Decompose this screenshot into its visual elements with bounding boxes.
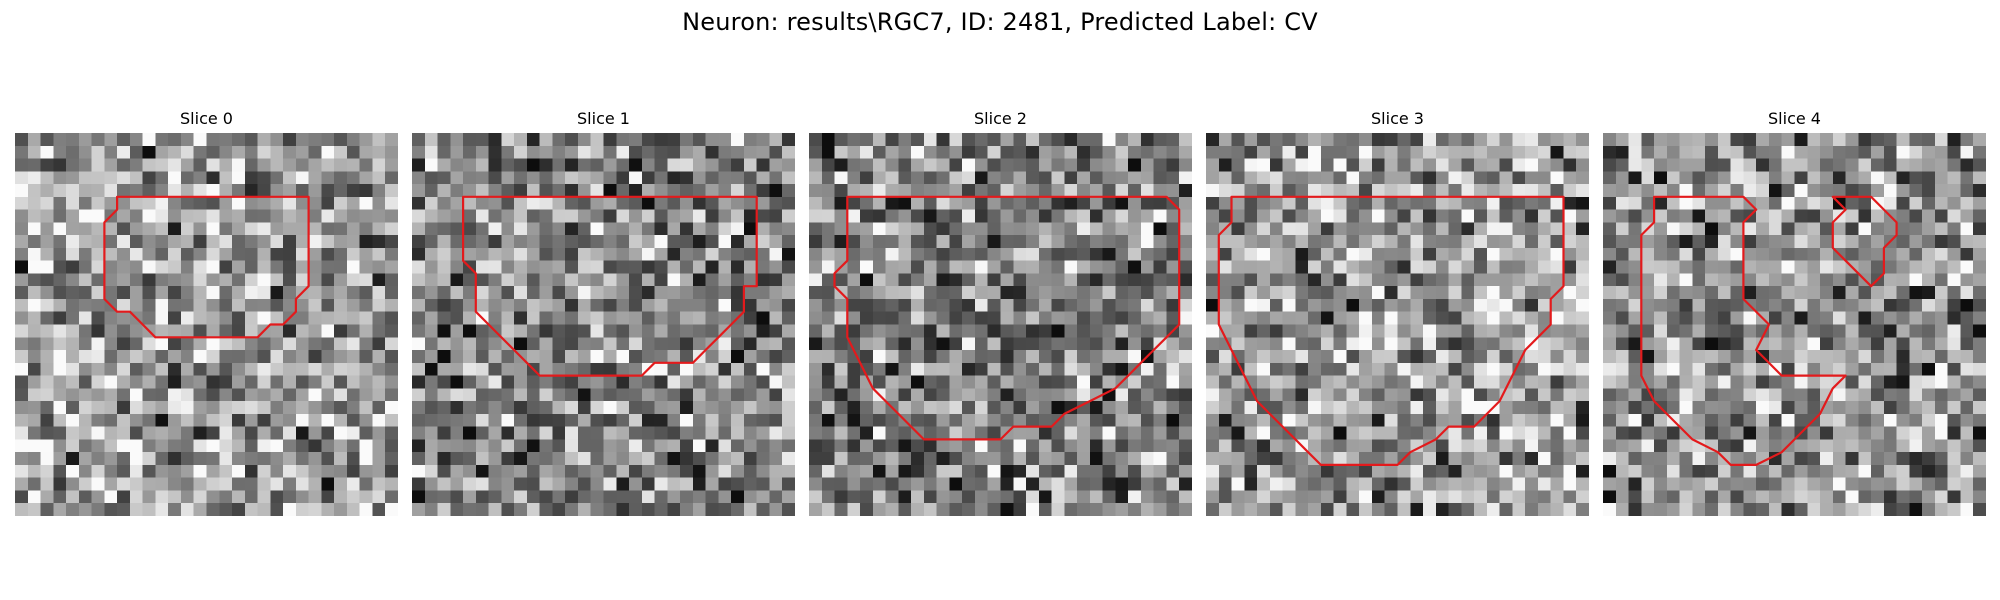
slice-title: Slice 2 — [974, 109, 1027, 128]
cell-contour — [1217, 195, 1565, 466]
pixel-grid — [15, 133, 398, 516]
cell-contour — [1831, 195, 1898, 288]
slice-image — [1206, 133, 1589, 516]
slice-panel: Slice 4 — [1603, 108, 1986, 516]
slice-panel: Slice 2 — [809, 108, 1192, 516]
slice-image — [809, 133, 1192, 516]
slice-image — [15, 133, 398, 516]
cell-contour — [461, 195, 758, 377]
cell-contour — [103, 195, 310, 339]
slice-title: Slice 0 — [180, 109, 233, 128]
slice-panel: Slice 3 — [1206, 108, 1589, 516]
slice-panel: Slice 0 — [15, 108, 398, 516]
slice-image — [1603, 133, 1986, 516]
slice-title: Slice 3 — [1371, 109, 1424, 128]
slice-panel: Slice 1 — [412, 108, 795, 516]
figure-title: Neuron: results\RGC7, ID: 2481, Predicte… — [682, 8, 1318, 36]
pixel-grid — [809, 133, 1192, 516]
pixel-grid — [1206, 133, 1589, 516]
cell-contour — [1640, 195, 1847, 466]
slice-title: Slice 1 — [577, 109, 630, 128]
slice-image — [412, 133, 795, 516]
cell-contour — [833, 195, 1181, 441]
slice-title: Slice 4 — [1768, 109, 1821, 128]
pixel-grid — [412, 133, 795, 516]
pixel-grid — [1603, 133, 1986, 516]
